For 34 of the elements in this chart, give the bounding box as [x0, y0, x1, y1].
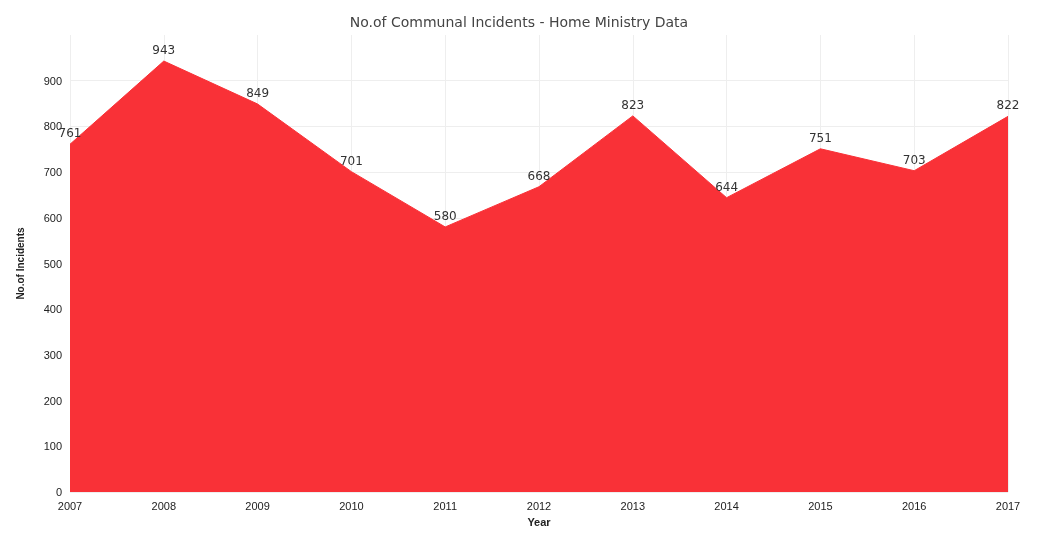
x-tick-label: 2008	[151, 499, 177, 512]
x-tick-label: 2015	[808, 499, 833, 512]
y-tick-label: 200	[43, 394, 62, 407]
x-tick-label: 2012	[526, 499, 552, 512]
y-tick-label: 600	[43, 211, 62, 224]
y-tick-label: 700	[43, 166, 62, 179]
data-label: 849	[246, 86, 270, 101]
y-tick-label: 100	[43, 440, 62, 453]
y-tick-label: 0	[55, 486, 62, 498]
data-label: 751	[808, 130, 832, 145]
data-label: 580	[433, 208, 457, 223]
data-label: 644	[715, 179, 739, 194]
y-tick-label: 900	[43, 74, 62, 87]
x-tick-label: 2013	[620, 499, 646, 512]
x-tick-label: 2010	[339, 499, 364, 512]
x-tick-label: 2011	[433, 499, 458, 512]
data-label: 668	[527, 168, 551, 183]
x-tick-label: 2014	[714, 499, 739, 512]
y-axis-title: No.of Incidents	[14, 226, 26, 300]
y-tick-label: 800	[43, 120, 62, 133]
data-label: 943	[152, 43, 176, 58]
x-tick-label: 2007	[57, 499, 83, 512]
data-label: 822	[996, 98, 1020, 113]
y-tick-label: 500	[43, 257, 62, 270]
x-axis-title: Year	[527, 515, 552, 528]
data-label: 823	[621, 97, 645, 112]
x-tick-label: 2016	[901, 499, 927, 512]
chart-title: No.of Communal Incidents - Home Ministry Data	[349, 14, 689, 30]
x-tick-label: 2009	[245, 499, 270, 512]
data-label: 703	[902, 152, 926, 167]
x-tick-label: 2017	[995, 499, 1021, 512]
y-tick-label: 400	[43, 303, 62, 316]
y-tick-label: 300	[43, 348, 62, 361]
data-label: 701	[339, 153, 363, 168]
